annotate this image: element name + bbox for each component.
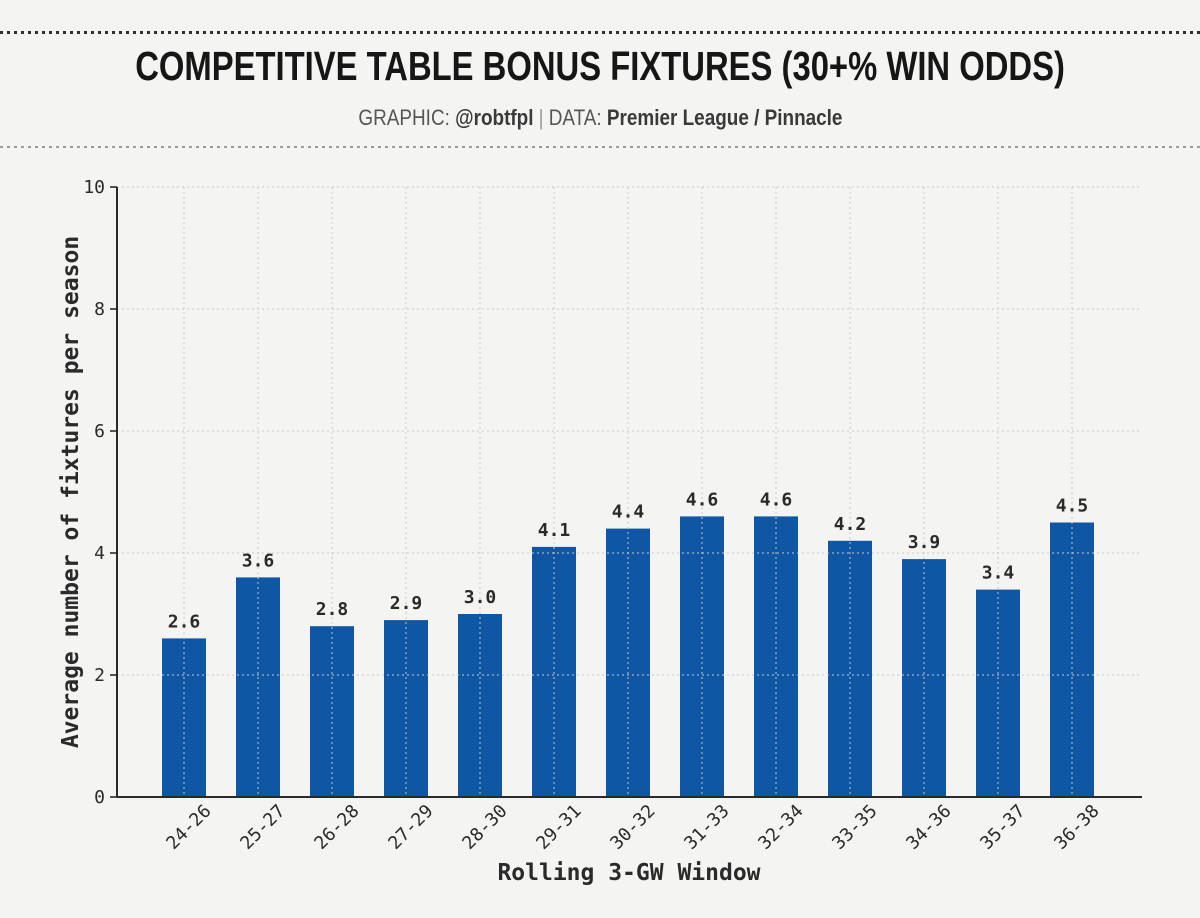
x-tick-label: 24-26	[162, 801, 215, 854]
chart-subtitle: GRAPHIC: @robtfpl | DATA: Premier League /…	[0, 103, 1200, 133]
bar	[532, 546, 576, 797]
graphic-credit-label: GRAPHIC:	[357, 105, 450, 130]
x-tick-label: 25-27	[236, 801, 289, 854]
bar-value-label: 4.2	[834, 514, 867, 535]
bar-value-label: 2.8	[316, 599, 349, 620]
data-source-label: DATA:	[548, 105, 602, 130]
x-tick-label: 26-28	[310, 801, 363, 854]
x-tick-label: 28-30	[458, 801, 511, 854]
bar-value-label: 4.4	[612, 502, 645, 523]
y-axis-title: Average number of fixtures per season	[58, 236, 84, 748]
y-tick-label: 4	[94, 543, 105, 564]
bar-value-label: 3.0	[464, 587, 497, 608]
bar-value-label: 4.6	[686, 489, 719, 510]
page-title-text: COMPETITIVE TABLE BONUS FIXTURES (30+% W…	[135, 43, 1065, 89]
top-dotted-divider	[0, 31, 1200, 34]
header-dotted-divider	[0, 146, 1200, 148]
x-tick-label: 30-32	[606, 801, 659, 854]
x-tick-label: 32-34	[754, 801, 807, 854]
bar-value-label: 4.1	[538, 520, 571, 541]
bar-value-label: 3.6	[242, 550, 275, 571]
y-tick-label: 10	[83, 177, 105, 198]
y-tick-label: 2	[94, 665, 105, 686]
bar-value-label: 3.9	[908, 532, 941, 553]
bar	[458, 614, 502, 797]
bar-value-label: 2.6	[168, 611, 201, 632]
y-tick-label: 0	[94, 787, 105, 808]
bar-value-label: 4.6	[760, 489, 793, 510]
graphic-credit-handle: @robtfpl	[454, 105, 534, 130]
subtitle-separator: |	[538, 105, 544, 130]
bar-value-label: 4.5	[1056, 496, 1089, 517]
chart-subtitle-text: GRAPHIC: @robtfpl | DATA: Premier League /…	[358, 103, 842, 133]
bar-value-label: 3.4	[982, 563, 1015, 584]
bar	[310, 626, 354, 797]
x-tick-label: 27-29	[384, 801, 437, 854]
bar-value-label: 2.9	[390, 593, 423, 614]
value-labels-group: 2.6 3.6 2.8 2.9 3.0 4.1 4.4 4.6 4.6 4.2 3.9 3.4 4.5	[168, 489, 1089, 632]
axes-group	[110, 186, 1142, 798]
y-tick-label: 6	[94, 421, 105, 442]
x-tick-label: 31-33	[680, 801, 733, 854]
gridlines-group	[117, 186, 1142, 797]
x-tick-label: 36-38	[1050, 801, 1103, 854]
y-tick-label: 8	[94, 299, 105, 320]
x-tick-label: 33-35	[828, 801, 881, 854]
x-tick-label: 35-37	[976, 801, 1029, 854]
page-title: COMPETITIVE TABLE BONUS FIXTURES (30+% W…	[0, 42, 1200, 90]
data-source-value: Premier League / Pinnacle	[606, 105, 843, 130]
x-axis-title: Rolling 3-GW Window	[497, 860, 760, 886]
x-tick-label: 29-31	[532, 801, 585, 854]
x-tick-label: 34-36	[902, 801, 955, 854]
